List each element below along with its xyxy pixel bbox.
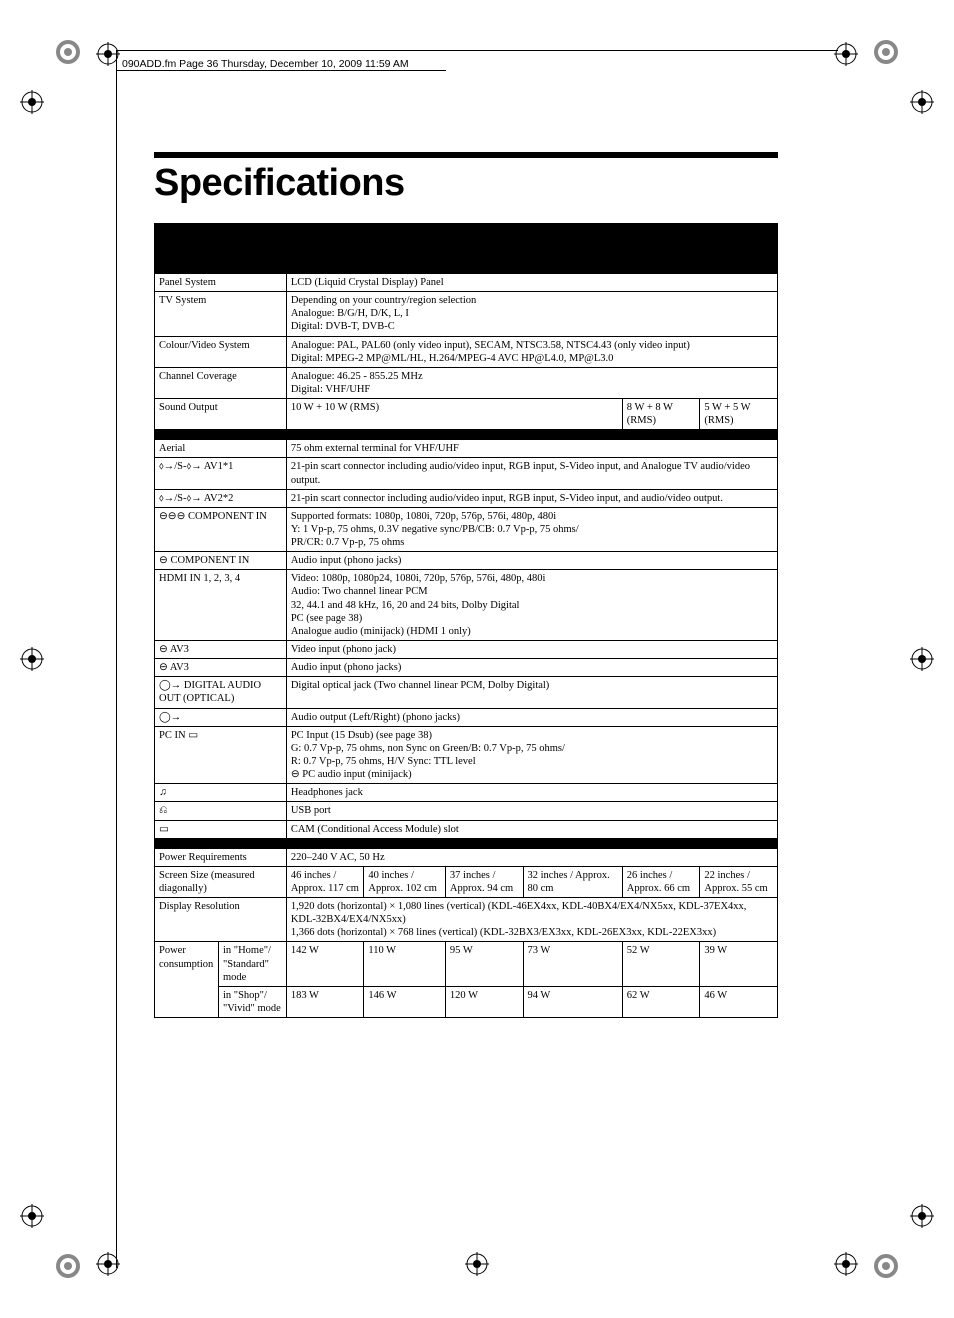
registration-mark-icon [20,647,44,671]
row-label: Sound Output [155,399,287,430]
row-value: 5 W + 5 W (RMS) [700,399,778,430]
row-value: 46 W [700,986,778,1017]
row-value: Supported formats: 1080p, 1080i, 720p, 5… [286,507,777,551]
row-label: ⬨→/S-⬨→ AV1*1 [155,458,287,489]
row-value: Headphones jack [286,784,777,802]
row-label: Aerial [155,440,287,458]
row-value: 37 inches / Approx. 94 cm [445,866,523,897]
headphones-icon: ♫ [159,786,167,799]
row-value: Audio input (phono jacks) [286,659,777,677]
crop-mark-icon [54,38,82,66]
row-sublabel: in "Home"/ "Standard" mode [218,942,286,986]
row-value: Analogue: 46.25 - 855.25 MHz Digital: VH… [286,367,777,398]
row-label: ⊖ AV3 [155,659,287,677]
row-value: Audio output (Left/Right) (phono jacks) [286,708,777,726]
crop-mark-icon [54,1252,82,1280]
registration-mark-icon [910,647,934,671]
crop-mark-icon [872,38,900,66]
row-label: Screen Size (measured diagonally) [155,866,287,897]
row-value: Analogue: PAL, PAL60 (only video input),… [286,336,777,367]
row-value: PC Input (15 Dsub) (see page 38) G: 0.7 … [286,726,777,784]
audio-in-icon: ⊖ [159,554,168,567]
scart-icon: ⬨→/S-⬨→ [159,492,202,505]
row-value: 75 ohm external terminal for VHF/UHF [286,440,777,458]
row-label: ◯→ DIGITAL AUDIO OUT (OPTICAL) [155,677,287,708]
row-value: 32 inches / Approx. 80 cm [523,866,622,897]
row-value: 22 inches / Approx. 55 cm [700,866,778,897]
row-value: 46 inches / Approx. 117 cm [286,866,364,897]
row-label: ⎌ [155,802,287,820]
row-value: 10 W + 10 W (RMS) [286,399,622,430]
row-label: ⬨→/S-⬨→ AV2*2 [155,489,287,507]
row-value: 62 W [622,986,700,1017]
row-value: Video: 1080p, 1080p24, 1080i, 720p, 576p… [286,570,777,641]
row-value: 146 W [364,986,446,1017]
row-label: Channel Coverage [155,367,287,398]
spec-table: Panel System LCD (Liquid Crystal Display… [154,223,778,1018]
row-value: 110 W [364,942,446,986]
row-label: ⊖ AV3 [155,640,287,658]
row-value: 21-pin scart connector including audio/v… [286,489,777,507]
row-value: 52 W [622,942,700,986]
component-icon: ⊖⊖⊖ [159,510,185,523]
row-value: USB port [286,802,777,820]
row-label: ◯→ [155,708,287,726]
frame-line [116,50,117,1268]
registration-mark-icon [910,1204,934,1228]
row-value: 142 W [286,942,364,986]
scart-icon: ⬨→/S-⬨→ [159,460,202,473]
row-label: Display Resolution [155,898,287,942]
crop-mark-icon [872,1252,900,1280]
registration-mark-icon [20,1204,44,1228]
row-label: Panel System [155,274,287,292]
row-label: HDMI IN 1, 2, 3, 4 [155,570,287,641]
frame-line [116,70,446,71]
video-in-icon: ⊖ [159,643,168,656]
row-value: 95 W [445,942,523,986]
row-value: 21-pin scart connector including audio/v… [286,458,777,489]
row-label: Power Requirements [155,848,287,866]
row-value: 39 W [700,942,778,986]
row-value: LCD (Liquid Crystal Display) Panel [286,274,777,292]
optical-out-icon: ◯→ [159,679,181,692]
row-label: PC IN ▭ [155,726,287,784]
audio-out-icon: ◯→ [159,711,181,724]
row-label: TV System [155,292,287,336]
row-value: Depending on your country/region selecti… [286,292,777,336]
row-value: Audio input (phono jacks) [286,552,777,570]
row-label: Colour/Video System [155,336,287,367]
row-value: 26 inches / Approx. 66 cm [622,866,700,897]
row-value: 8 W + 8 W (RMS) [622,399,700,430]
cam-icon: ▭ [159,823,169,836]
row-value: 220–240 V AC, 50 Hz [286,848,777,866]
row-label: ▭ [155,820,287,838]
frame-line [116,50,838,51]
row-value: Video input (phono jack) [286,640,777,658]
row-sublabel: in "Shop"/ "Vivid" mode [218,986,286,1017]
usb-icon: ⎌ [159,804,167,817]
row-label: ⊖⊖⊖ COMPONENT IN [155,507,287,551]
row-value: Digital optical jack (Two channel linear… [286,677,777,708]
registration-mark-icon [834,1252,858,1276]
registration-mark-icon [20,90,44,114]
row-label: Power consumption [155,942,219,1018]
page-header: 090ADD.fm Page 36 Thursday, December 10,… [122,58,409,70]
page-title: Specifications [154,162,778,205]
title-bar [154,152,778,158]
row-label: ♫ [155,784,287,802]
registration-mark-icon [465,1252,489,1276]
pc-in-icon: ▭ [188,729,198,742]
registration-mark-icon [834,42,858,66]
row-value: 120 W [445,986,523,1017]
registration-mark-icon [910,90,934,114]
row-value: 40 inches / Approx. 102 cm [364,866,446,897]
audio-in-icon: ⊖ [159,661,168,674]
row-value: 73 W [523,942,622,986]
row-value: 183 W [286,986,364,1017]
row-value: 1,920 dots (horizontal) × 1,080 lines (v… [286,898,777,942]
row-value: CAM (Conditional Access Module) slot [286,820,777,838]
row-label: ⊖ COMPONENT IN [155,552,287,570]
row-value: 94 W [523,986,622,1017]
